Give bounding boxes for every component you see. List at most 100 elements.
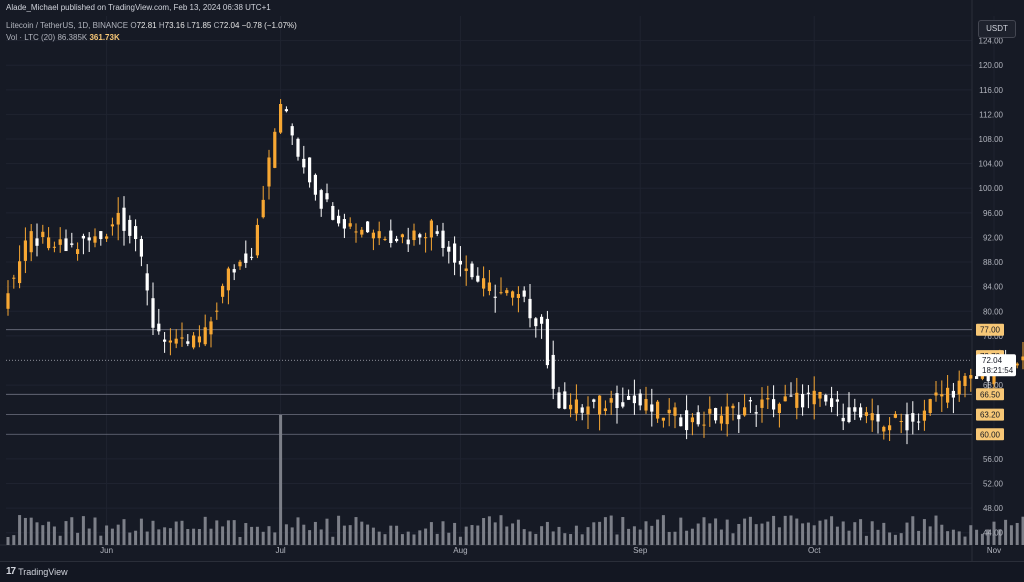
tradingview-logo[interactable]: 17 TradingView	[6, 566, 68, 577]
candle-body	[12, 278, 15, 279]
volume-bar	[610, 516, 613, 545]
volume-bar	[1004, 520, 1007, 545]
volume-bar	[552, 531, 555, 545]
candle-body	[47, 237, 50, 248]
volume-bar	[500, 515, 503, 545]
ohlc-high: 73.16	[165, 21, 185, 30]
candle-body	[192, 336, 195, 348]
price-axis-label: 96.00	[983, 209, 1004, 218]
volume-bar	[772, 516, 775, 545]
volume-bar	[459, 537, 462, 545]
candle-body	[250, 257, 253, 258]
price-axis-label: 80.00	[983, 307, 1004, 316]
volume-bar	[442, 521, 445, 545]
price-chart[interactable]: 124.00120.00116.00112.00108.00104.00100.…	[0, 0, 1024, 561]
price-axis-label: 92.00	[983, 233, 1004, 242]
candle-body	[412, 231, 415, 240]
volume-bar	[65, 521, 68, 545]
volume-bar	[720, 530, 723, 545]
volume-bar	[389, 526, 392, 545]
price-axis-label: 84.00	[983, 283, 1004, 292]
candle-body	[117, 213, 120, 225]
volume-bar	[41, 525, 44, 545]
candle-body	[784, 396, 787, 401]
volume-bar	[656, 520, 659, 545]
volume-bar	[888, 532, 891, 545]
volume-bar	[511, 523, 514, 545]
candle-body	[691, 417, 694, 422]
candle-body	[354, 231, 357, 232]
volume-bar	[923, 519, 926, 545]
candle-body	[685, 410, 688, 430]
candle-body	[795, 393, 798, 408]
volume-bar	[360, 522, 363, 545]
candle-body	[209, 321, 212, 334]
volume-bar	[540, 526, 543, 545]
volume-bar	[575, 526, 578, 545]
candle-body	[76, 249, 79, 254]
volume-ma: 86.385K	[57, 33, 87, 42]
candle-body	[969, 375, 972, 379]
currency-button[interactable]: USDT	[978, 20, 1016, 38]
candle-body	[726, 407, 729, 425]
candle-body	[436, 231, 439, 234]
candle-body	[320, 190, 323, 209]
volume-bar	[198, 529, 201, 545]
candle-body	[395, 239, 398, 241]
volume-legend: Vol · LTC (20) 86.385K 361.73K	[6, 33, 120, 42]
volume-bar	[268, 526, 271, 545]
candle-body	[383, 239, 386, 240]
candle-body	[378, 231, 381, 238]
volume-bar	[946, 531, 949, 545]
candle-body	[262, 200, 265, 217]
volume-bar	[401, 534, 404, 545]
price-axis-label: 56.00	[983, 455, 1004, 464]
volume-bar	[152, 521, 155, 545]
volume-bar	[279, 415, 282, 545]
volume-bar	[227, 520, 230, 545]
candle-body	[401, 234, 404, 237]
candle-body	[673, 407, 676, 415]
candle-body	[621, 402, 624, 406]
volume-bar	[210, 529, 213, 545]
volume-bar	[157, 529, 160, 545]
candle-body	[343, 219, 346, 228]
volume-bar	[616, 534, 619, 545]
candle-body	[737, 415, 740, 419]
candle-body	[592, 399, 595, 401]
candle-body	[308, 157, 311, 182]
candle-body	[267, 157, 270, 186]
volume-bar	[929, 526, 932, 545]
volume-bar	[204, 517, 207, 545]
candle-body	[441, 231, 444, 248]
level-price-label: 66.50	[980, 390, 1001, 399]
volume-bar	[679, 518, 682, 545]
candle-body	[818, 392, 821, 399]
candle-body	[598, 396, 601, 415]
candle-body	[349, 223, 352, 226]
candle-body	[151, 298, 154, 328]
level-price-label: 77.00	[980, 326, 1001, 335]
candle-body	[430, 221, 433, 238]
time-axis-label: Nov	[987, 546, 1001, 555]
candle-body	[418, 234, 421, 237]
volume-bar	[737, 524, 740, 545]
time-axis-label: Jul	[275, 546, 285, 555]
candle-body	[146, 273, 149, 290]
volume-bar	[859, 519, 862, 545]
volume-bar	[250, 527, 253, 545]
volume-bar	[865, 536, 868, 545]
candle-body	[679, 417, 682, 426]
candle-body	[180, 337, 183, 338]
volume-bar	[476, 526, 479, 545]
volume-bar	[546, 522, 549, 545]
volume-bar	[581, 534, 584, 545]
volume-bar	[378, 532, 381, 545]
volume-bar	[592, 522, 595, 545]
candle-body	[743, 407, 746, 415]
volume-bar	[59, 536, 62, 545]
volume-bar	[697, 524, 700, 545]
last-price-label: 72.04	[982, 356, 1003, 365]
candle-body	[1016, 364, 1019, 366]
